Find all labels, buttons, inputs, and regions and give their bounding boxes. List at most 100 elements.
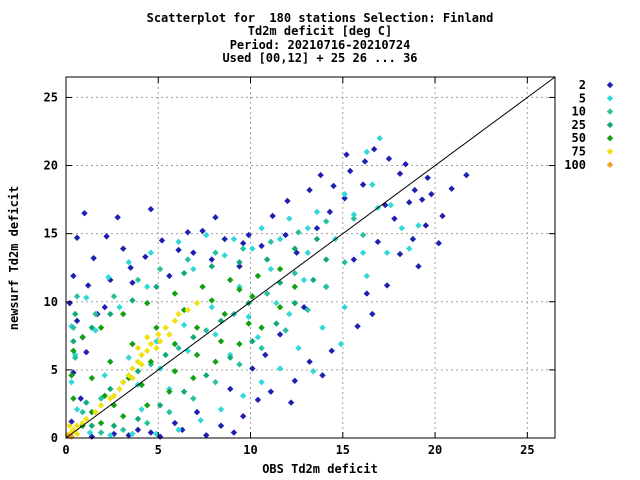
data-point-2: [385, 155, 393, 162]
data-point-50: [97, 324, 105, 331]
y-tick-label: 10: [44, 295, 58, 309]
data-point-25: [83, 399, 90, 406]
data-point-5: [129, 430, 136, 438]
data-point-50: [254, 272, 262, 280]
data-point-50: [101, 392, 108, 399]
data-point-75: [155, 331, 162, 338]
y-tick-label: 5: [51, 363, 58, 377]
data-point-75: [129, 365, 136, 372]
data-point-25: [70, 338, 77, 345]
data-point-25: [208, 263, 215, 270]
data-point-10: [190, 395, 197, 402]
data-point-5: [138, 406, 145, 413]
data-point-75: [147, 340, 155, 348]
data-point-50: [171, 340, 179, 348]
data-point-2: [208, 256, 215, 263]
x-tick-label: 10: [243, 443, 257, 457]
data-point-2: [101, 304, 108, 311]
data-point-2: [369, 310, 376, 318]
data-point-75: [184, 306, 191, 314]
legend-label: 2: [579, 78, 586, 92]
data-point-5: [359, 249, 367, 256]
data-point-5: [180, 321, 188, 329]
data-point-5: [147, 249, 155, 256]
data-point-75: [116, 385, 123, 393]
title-line-4: Used [00,12] + 25 26 ... 36: [222, 51, 418, 65]
data-point-2: [435, 239, 442, 247]
data-point-50: [88, 374, 96, 382]
data-point-10: [291, 269, 299, 277]
data-point-25: [310, 276, 317, 284]
data-point-75: [107, 395, 114, 402]
data-point-2: [415, 263, 422, 270]
data-point-2: [343, 151, 350, 158]
data-point-2: [120, 245, 127, 252]
data-point-10: [70, 324, 77, 331]
data-point-75: [66, 422, 73, 429]
data-point-50: [227, 276, 234, 284]
data-point-5: [86, 429, 94, 436]
data-point-2: [179, 426, 186, 434]
data-point-2: [239, 239, 247, 247]
data-point-75: [143, 347, 151, 355]
data-point-2: [77, 395, 84, 402]
data-point-50: [291, 283, 299, 290]
data-point-2: [330, 182, 337, 190]
data-point-5: [83, 294, 90, 301]
data-point-2: [254, 396, 262, 404]
data-point-50: [221, 310, 228, 318]
data-point-2: [134, 426, 142, 434]
data-point-10: [359, 231, 367, 239]
data-point-2: [341, 195, 348, 202]
data-point-2: [199, 227, 206, 235]
data-point-5: [92, 327, 99, 334]
data-point-50: [180, 306, 188, 314]
data-point-10: [72, 354, 79, 361]
data-point-2: [363, 290, 370, 297]
diagonal-line: [65, 76, 556, 439]
data-point-2: [317, 171, 324, 179]
data-point-25: [107, 310, 114, 318]
y-tick-label: 0: [51, 431, 58, 445]
title-line-1: Scatterplot for 180 stations Selection: …: [146, 11, 494, 25]
data-point-25: [88, 324, 96, 331]
data-point-2: [359, 181, 367, 188]
data-point-5: [175, 426, 182, 434]
data-point-50: [190, 374, 197, 382]
data-point-10: [97, 395, 105, 402]
data-point-10: [110, 293, 118, 300]
data-point-2: [448, 185, 455, 192]
data-point-25: [134, 415, 142, 423]
data-point-5: [337, 340, 345, 348]
data-point-2: [361, 158, 369, 165]
data-point-5: [383, 249, 391, 256]
data-point-25: [291, 299, 299, 307]
data-point-2: [267, 388, 275, 395]
data-point-50: [258, 324, 265, 331]
data-point-50: [217, 338, 225, 345]
data-point-75: [162, 324, 169, 331]
data-point-5: [101, 372, 108, 379]
y-tick-label: 15: [44, 227, 58, 241]
data-point-2: [127, 264, 134, 271]
data-point-5: [341, 190, 348, 198]
data-point-5: [300, 276, 308, 284]
data-point-2: [239, 413, 247, 420]
data-point-5: [125, 354, 132, 361]
data-point-75: [92, 408, 99, 416]
data-point-25: [107, 385, 114, 393]
data-point-2: [463, 171, 470, 179]
data-point-5: [107, 432, 114, 439]
data-point-5: [125, 259, 132, 266]
data-point-2: [245, 231, 252, 239]
legend-marker: [606, 95, 614, 102]
data-point-10: [322, 218, 330, 225]
data-point-10: [92, 310, 99, 318]
data-point-10: [143, 419, 151, 427]
data-point-2: [269, 212, 276, 220]
data-point-2: [258, 242, 265, 250]
data-point-2: [282, 231, 289, 239]
data-point-5: [116, 304, 123, 311]
